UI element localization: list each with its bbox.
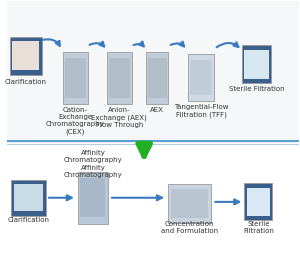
FancyBboxPatch shape — [12, 41, 39, 70]
FancyBboxPatch shape — [242, 45, 272, 83]
FancyBboxPatch shape — [7, 1, 299, 143]
Text: Anion-
Exchange (AEX)
Flow Through: Anion- Exchange (AEX) Flow Through — [92, 107, 147, 128]
Text: Affinity
Chromatography: Affinity Chromatography — [64, 150, 122, 163]
FancyBboxPatch shape — [11, 180, 46, 216]
FancyBboxPatch shape — [65, 58, 86, 98]
FancyBboxPatch shape — [78, 171, 108, 224]
FancyBboxPatch shape — [148, 58, 167, 98]
FancyBboxPatch shape — [109, 58, 130, 98]
FancyBboxPatch shape — [168, 184, 211, 222]
FancyBboxPatch shape — [14, 184, 44, 211]
FancyBboxPatch shape — [63, 52, 88, 104]
FancyBboxPatch shape — [188, 55, 214, 101]
Text: Cation-
Exchange
Chromatography
(CEX): Cation- Exchange Chromatography (CEX) — [46, 107, 105, 135]
FancyBboxPatch shape — [190, 60, 212, 96]
Text: Clarification: Clarification — [4, 79, 47, 85]
FancyBboxPatch shape — [244, 183, 272, 220]
Text: Clarification: Clarification — [8, 217, 50, 223]
FancyBboxPatch shape — [80, 178, 105, 217]
Text: Sterile
Filtration: Sterile Filtration — [243, 221, 274, 234]
Text: Affinity
Chromatography: Affinity Chromatography — [64, 165, 122, 178]
Text: AEX: AEX — [150, 107, 164, 113]
Text: Tangential-Flow
Filtration (TFF): Tangential-Flow Filtration (TFF) — [174, 104, 229, 118]
FancyBboxPatch shape — [10, 37, 42, 75]
Text: Concentration
and Formulation: Concentration and Formulation — [161, 221, 218, 234]
FancyBboxPatch shape — [107, 52, 132, 104]
Text: Sterile Filtration: Sterile Filtration — [229, 86, 285, 92]
FancyBboxPatch shape — [146, 52, 168, 104]
FancyBboxPatch shape — [172, 189, 208, 218]
FancyBboxPatch shape — [247, 188, 270, 216]
FancyBboxPatch shape — [244, 50, 269, 79]
